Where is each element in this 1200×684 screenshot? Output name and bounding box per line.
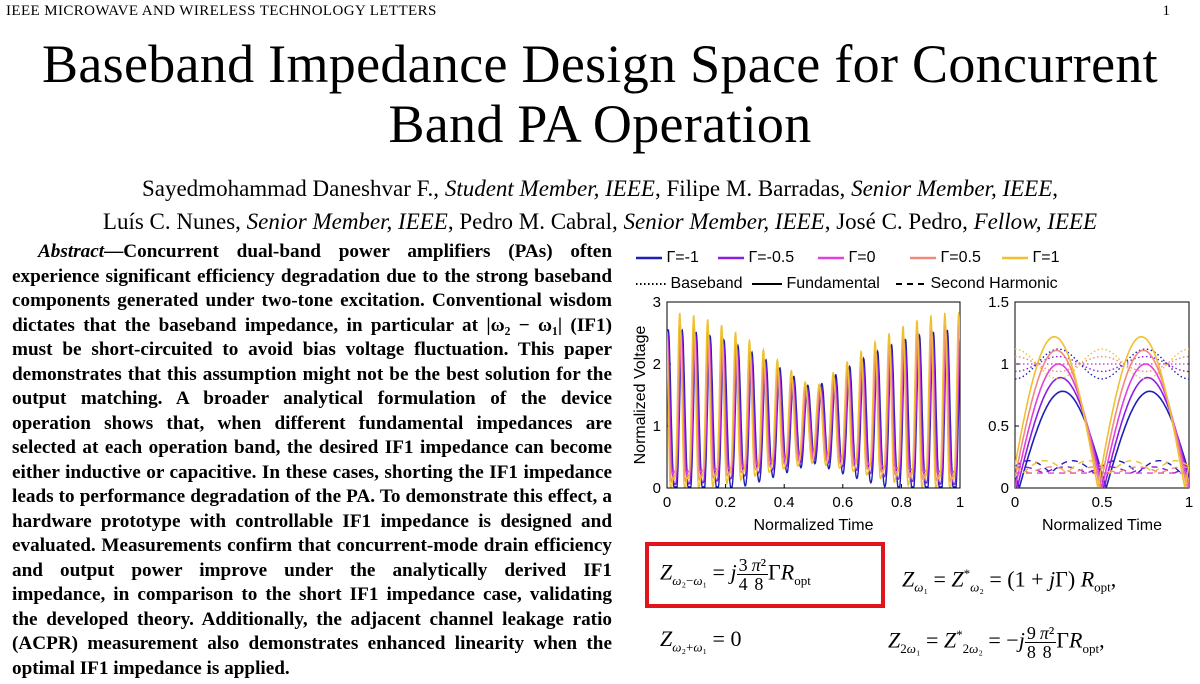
author-name: , José C. Pedro, [824,209,974,234]
second-harmonic-line [1015,460,1189,475]
y-tick-label: 2 [653,356,661,373]
baseband-line [1015,355,1189,373]
second-harmonic-line [1015,466,1189,474]
baseband-line [1015,348,1189,380]
journal-header: IEEE MICROWAVE AND WIRELESS TECHNOLOGY L… [6,3,437,19]
y-tick-label: 0 [653,480,661,497]
fundamental-line [1015,349,1189,488]
title-line-1: Baseband Impedance Design Space for Conc… [42,34,1158,94]
equation-fundamental: Zω₁ = Z*ω₂ = (1 + jΓ) Ropt, [902,566,1117,595]
abstract-lead: Abstract [38,241,105,262]
abstract: Abstract—Concurrent dual-band power ampl… [12,240,612,681]
equation-if1: Zω₂−ω₁ = j 3 4 π² 8 ΓRopt [660,555,811,594]
equation-second-harmonic: Z2ω₁ = Z*2ω₂ = −j 9 8 π² 8 ΓRopt, [888,623,1105,662]
y-axis-label: Normalized Voltage [632,326,649,465]
author-list: Sayedmohammad Daneshvar F., Student Memb… [0,172,1200,238]
y-tick-label: 0 [1001,480,1009,497]
fundamental-line [1015,390,1189,488]
legend-entry-gamma: Γ=0.5 [910,249,981,266]
legend-entry-style: Baseband [636,275,743,292]
author-name: , [1052,176,1059,201]
legend-entry-gamma: Γ=1 [1002,249,1060,266]
equation-sum: Zω₂+ω₁ = 0 [660,626,742,655]
legend-entry-gamma: Γ=-0.5 [718,249,795,266]
baseband-line [1015,355,1189,373]
legend-entry-style: Second Harmonic [896,275,1058,292]
author-name: Sayedmohammad Daneshvar F., [141,176,445,201]
legend-entry-gamma: Γ=-1 [636,249,699,266]
author-role: Senior Member, IEEE [246,209,448,234]
fundamental-line [1015,335,1189,488]
y-tick-label: 1 [653,418,661,435]
x-tick-label: 0.6 [832,494,853,511]
author-role: Senior Member, IEEE [623,209,825,234]
x-axis-label: Normalized Time [753,517,873,534]
series-line [667,323,960,484]
y-tick-label: 3 [653,294,661,311]
paper-title: Baseband Impedance Design Space for Conc… [0,34,1200,154]
y-tick-label: 0.5 [988,418,1009,435]
second-harmonic-line [1015,466,1189,474]
legend-entry-style: Fundamental [752,275,880,292]
author-role: Student Member, IEEE [444,176,655,201]
page-number: 1 [1162,3,1171,19]
legend-entry-gamma: Γ=0 [818,249,876,266]
author-name: , Filipe M. Barradas, [654,176,852,201]
abstract-text: —Concurrent dual-band power amplifiers (… [12,241,612,679]
series-line [667,331,960,486]
x-axis-label: Normalized Time [1042,517,1162,534]
series-line [667,337,960,475]
x-tick-label: 0.8 [891,494,912,511]
y-tick-label: 1.5 [988,294,1009,311]
author-line-2: Luís C. Nunes, Senior Member, IEEE, Pedr… [0,205,1200,238]
x-tick-label: 0.2 [715,494,736,511]
author-role: Senior Member, IEEE [851,176,1053,201]
baseband-line [1015,348,1189,380]
author-role: Fellow, IEEE [973,209,1098,234]
highlighted-equation-box [645,542,885,608]
y-tick-label: 1 [1001,356,1009,373]
second-harmonic-line [1015,460,1189,475]
x-tick-label: 1 [956,494,964,511]
fundamental-line [1015,363,1189,488]
x-tick-label: 0 [1011,494,1019,511]
x-tick-label: 1 [1185,494,1193,511]
fundamental-line [1015,376,1189,488]
x-tick-label: 0.4 [774,494,795,511]
plot2-frame [1014,301,1190,489]
x-tick-label: 0.5 [1092,494,1113,511]
plot1-frame [666,301,961,489]
title-line-2: Band PA Operation [388,94,812,154]
author-line-1: Sayedmohammad Daneshvar F., Student Memb… [0,172,1200,205]
series-line [667,328,960,488]
author-name: Luís C. Nunes, [102,209,247,234]
author-name: , Pedro M. Cabral, [447,209,624,234]
x-tick-label: 0 [663,494,671,511]
series-line [667,312,960,488]
